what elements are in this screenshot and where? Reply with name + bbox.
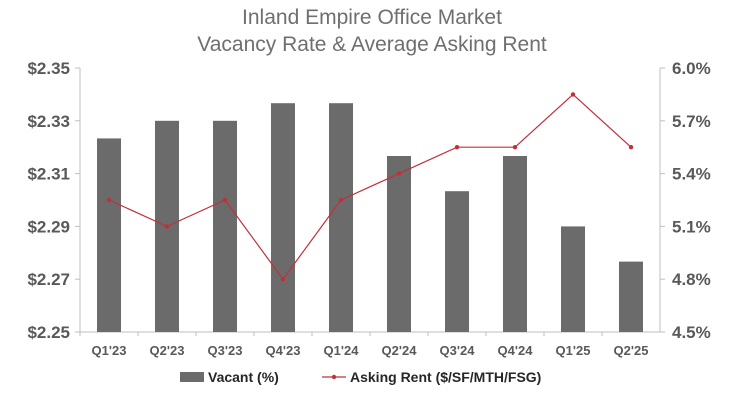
left-tick-label: $2.27 xyxy=(27,270,70,289)
legend-vacant-label: Vacant (%) xyxy=(208,369,279,385)
left-tick-label: $2.31 xyxy=(27,165,70,184)
asking-rent-point xyxy=(396,171,402,176)
right-tick-label: 4.8% xyxy=(672,270,711,289)
asking-rent-point xyxy=(164,224,170,229)
vacancy-bar xyxy=(445,191,469,332)
asking-rent-point xyxy=(512,145,518,150)
asking-rent-point xyxy=(570,92,576,97)
x-tick-label: Q1'24 xyxy=(324,343,360,358)
vacancy-bar xyxy=(503,156,527,332)
vacancy-bar xyxy=(97,138,121,332)
chart-title-line-2: Vacancy Rate & Average Asking Rent xyxy=(197,33,547,56)
legend-asking-rent-marker xyxy=(331,374,337,380)
left-axis-ticks: $2.25 $2.27 $2.29 $2.31 $2.33 $2.35 xyxy=(27,59,80,342)
asking-rent-point xyxy=(222,197,228,203)
asking-rent-point xyxy=(628,145,634,150)
x-tick-label: Q3'23 xyxy=(208,343,243,358)
left-tick-label: $2.25 xyxy=(27,323,70,342)
x-tick-label: Q1'23 xyxy=(92,343,127,358)
right-tick-label: 5.7% xyxy=(672,112,711,131)
vacancy-bar xyxy=(619,261,643,332)
x-tick-label: Q1'25 xyxy=(556,343,591,358)
asking-rent-point xyxy=(106,197,112,203)
left-tick-label: $2.29 xyxy=(27,217,70,236)
right-tick-label: 5.1% xyxy=(672,217,711,236)
x-axis-ticks: Q1'23 Q2'23 Q3'23 Q4'23 Q1'24 Q2'24 Q3'24 Q4'24… xyxy=(79,332,649,358)
right-axis-ticks: 4.5% 4.8% 5.1% 5.4% 5.7% 6.0% xyxy=(660,59,711,342)
left-tick-label: $2.35 xyxy=(27,59,70,78)
right-tick-label: 5.4% xyxy=(672,165,711,184)
asking-rent-line xyxy=(108,93,632,281)
x-tick-label: Q4'24 xyxy=(498,343,534,358)
x-tick-label: Q4'23 xyxy=(266,343,301,358)
asking-rent-point xyxy=(338,197,344,203)
x-tick-label: Q2'23 xyxy=(150,343,185,358)
right-tick-label: 4.5% xyxy=(672,323,711,342)
right-tick-label: 6.0% xyxy=(672,59,711,78)
asking-rent-point xyxy=(454,145,460,150)
vacancy-bar xyxy=(329,103,353,332)
legend: Vacant (%) Asking Rent ($/SF/MTH/FSG) xyxy=(180,369,541,385)
asking-rent-line-layer xyxy=(106,92,634,282)
left-tick-label: $2.33 xyxy=(27,112,70,131)
vacancy-bar xyxy=(213,120,237,332)
asking-rent-point xyxy=(280,277,286,282)
vacancy-bars xyxy=(97,103,643,332)
x-tick-label: Q2'25 xyxy=(614,343,649,358)
legend-asking-rent-label: Asking Rent ($/SF/MTH/FSG) xyxy=(350,369,541,385)
x-tick-label: Q3'24 xyxy=(440,343,476,358)
vacancy-bar xyxy=(561,226,585,332)
vacancy-bar xyxy=(387,156,411,332)
chart-title-line-1: Inland Empire Office Market xyxy=(242,6,502,29)
x-tick-label: Q2'24 xyxy=(382,343,418,358)
vacancy-bar xyxy=(271,103,295,332)
legend-vacant-swatch xyxy=(180,372,204,382)
